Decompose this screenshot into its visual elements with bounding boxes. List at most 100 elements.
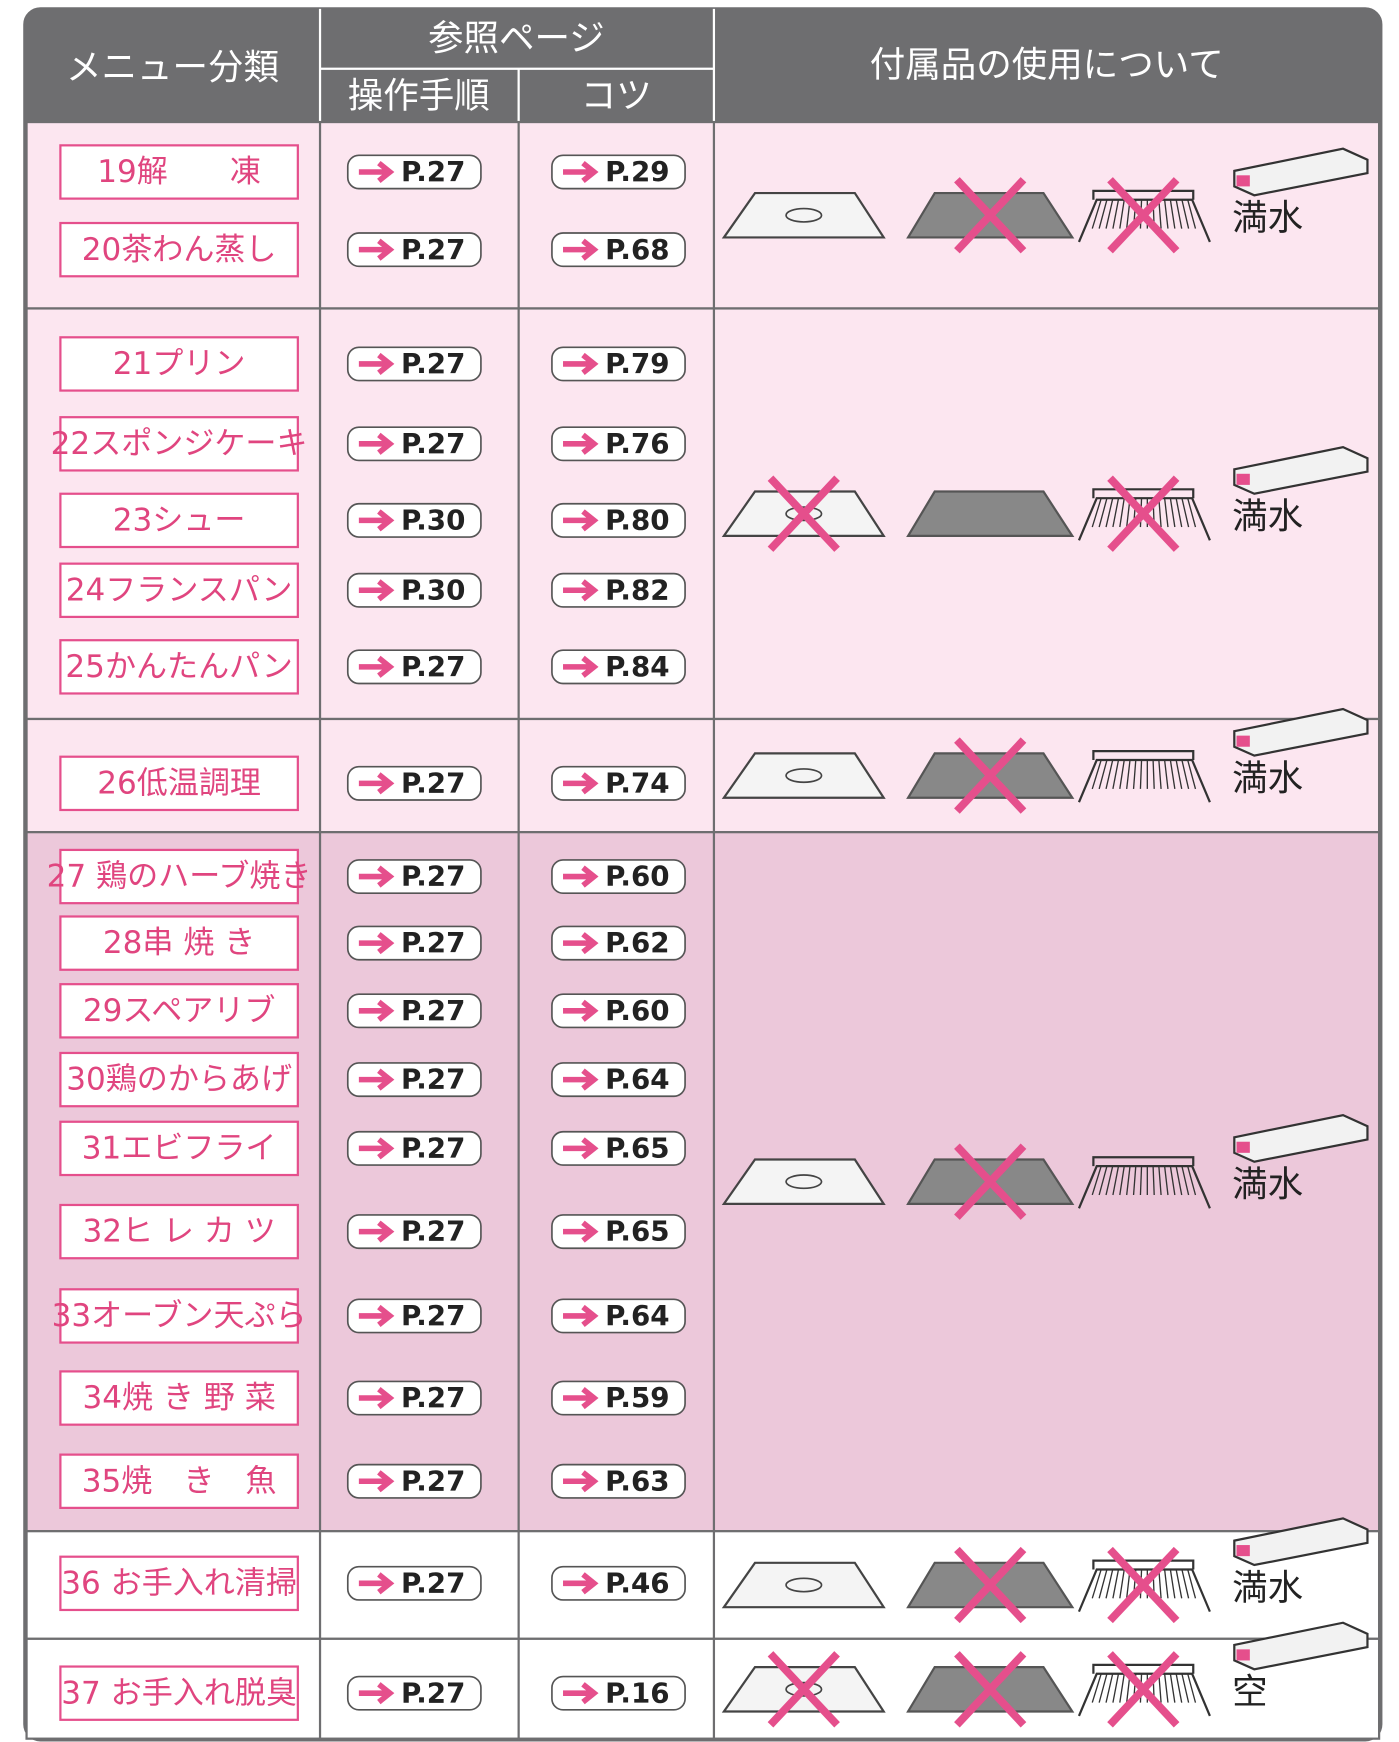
arrow-icon: [563, 432, 599, 455]
group: 27 鶏のハーブ焼き P.27 P.60 28串 焼 き P.27 P.62 29スペアリブ…: [25, 831, 1381, 1533]
page-ref: P.27: [401, 1464, 465, 1497]
arrow-icon: [358, 932, 395, 955]
menu-label: 33オーブン天ぷら: [52, 1298, 307, 1334]
rack-bar: [1139, 760, 1143, 789]
arrow-icon: [563, 655, 599, 678]
arrow-icon: [563, 160, 599, 184]
rack-bar: [1091, 1673, 1102, 1703]
page-ref: P.64: [605, 1063, 669, 1096]
cross: [767, 475, 840, 552]
arrow-icon: [563, 865, 599, 888]
rack-bar: [1163, 759, 1169, 789]
tank-label: 満水: [1232, 1567, 1303, 1608]
page-ref: P.27: [401, 1299, 465, 1332]
rack-bar: [1126, 759, 1131, 789]
flat-tray: [721, 191, 886, 239]
menu-box: [59, 1120, 299, 1177]
rack-bar: [1187, 199, 1197, 229]
rack-bar: [1175, 1569, 1183, 1599]
arrow-icon: [358, 1386, 395, 1410]
tray-mark: [785, 1681, 823, 1697]
group: 36 お手入れ清掃 P.27 P.46 満水: [25, 1517, 1381, 1640]
rack-bar: [1175, 759, 1183, 790]
tray-mark: [785, 207, 823, 223]
menu-box: [59, 221, 299, 278]
menu-box: [59, 848, 299, 905]
rack-bar: [1158, 759, 1162, 789]
group: 21プリン P.27 P.79 22スポンジケーキ P.27 P.76 23シュー P.30 P…: [25, 307, 1381, 721]
rack-bar: [1175, 1673, 1183, 1703]
rack-bar: [1119, 199, 1125, 229]
rack-bar: [1181, 498, 1190, 528]
water-tank: [1233, 1621, 1369, 1671]
cross: [1107, 1546, 1180, 1624]
group: 19解 凍 P.27 P.29 20茶わん蒸し P.27 P.68 満水: [25, 120, 1381, 310]
menu-box: [59, 1288, 299, 1344]
cross: [767, 1651, 840, 1728]
rack-bar: [1105, 498, 1114, 528]
rack-bar: [1187, 1569, 1197, 1599]
rack: [1077, 750, 1211, 803]
arrow-icon: [358, 1304, 395, 1327]
menu-label: 37 お手入れ脱臭: [61, 1675, 297, 1711]
menu-label: 31エビフライ: [82, 1130, 277, 1166]
rack-bar: [1187, 1165, 1197, 1196]
menu-box: [59, 1051, 299, 1108]
rack-bar: [1091, 199, 1102, 229]
rack-bar: [1112, 1569, 1120, 1599]
arrow-icon: [358, 432, 395, 455]
arrow-icon: [358, 1682, 395, 1705]
page-ref: P.80: [605, 503, 669, 536]
page-ref: P.16: [605, 1676, 669, 1709]
menu-box: [59, 755, 299, 812]
menu-label: 28串 焼 き: [103, 925, 255, 961]
water-tank: [1233, 445, 1369, 495]
rack-bar: [1126, 1166, 1131, 1196]
menu-label: 19解 凍: [97, 154, 261, 190]
rack-bar: [1098, 1165, 1108, 1196]
arrow-icon: [563, 1470, 599, 1493]
menu-label: 23シュー: [113, 502, 246, 538]
rack-bar: [1119, 1673, 1125, 1703]
menu-box: [59, 144, 299, 200]
rack-bar: [1163, 1673, 1169, 1703]
tank-cap: [1236, 1141, 1250, 1153]
rack-bar: [1091, 759, 1102, 790]
menu-box: [59, 562, 299, 619]
page-ref: P.60: [605, 994, 669, 1027]
rack-bar: [1181, 199, 1190, 229]
page-ref: P.27: [401, 1215, 465, 1248]
rack-bar: [1132, 1166, 1137, 1196]
rack-bar: [1158, 199, 1162, 229]
rack-bar: [1187, 498, 1197, 528]
rack-bar: [1163, 1569, 1169, 1599]
menu-label: 20茶わん蒸し: [82, 232, 277, 268]
rack-bar: [1158, 1673, 1162, 1703]
rack-bar: [1119, 1166, 1125, 1196]
tank-label: 空: [1232, 1672, 1268, 1713]
page-ref: P.65: [605, 1215, 669, 1248]
tank-label: 満水: [1232, 758, 1303, 799]
menu-box: [59, 639, 299, 695]
page-ref: P.27: [401, 1131, 465, 1164]
rack-bar: [1098, 498, 1108, 528]
page-ref: P.62: [605, 926, 669, 959]
rack-bar: [1163, 199, 1169, 229]
page-ref: P.27: [401, 155, 465, 188]
arrow-icon: [563, 772, 599, 795]
cross: [1107, 475, 1180, 552]
rack-bar: [1175, 498, 1183, 528]
page-ref: P.27: [401, 427, 465, 460]
deep-tray: [906, 490, 1075, 538]
arrow-icon: [563, 352, 599, 375]
rack-bar: [1169, 1673, 1176, 1703]
flat-tray: [721, 1158, 886, 1205]
tank-cap: [1236, 175, 1250, 187]
rack-bar: [1119, 759, 1125, 789]
rack-bar: [1181, 1569, 1190, 1599]
cross: [954, 737, 1027, 814]
rack-bar: [1158, 1569, 1162, 1599]
page-ref: P.68: [605, 233, 669, 266]
tray-mark: [785, 1577, 823, 1593]
header-accessories: 付属品の使用について: [870, 45, 1224, 86]
